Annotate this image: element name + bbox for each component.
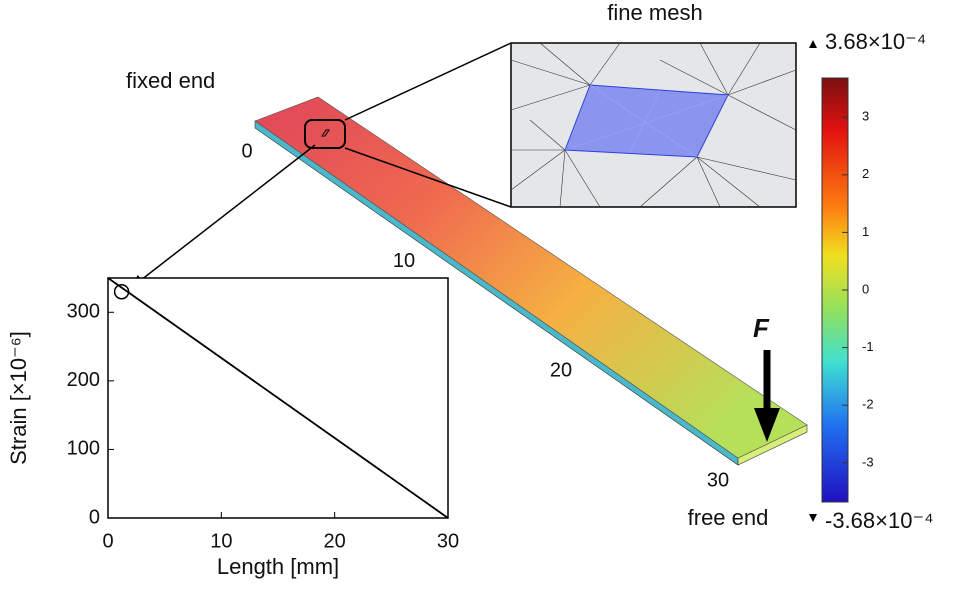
force-label: F [753, 313, 770, 343]
free-label: free end [688, 505, 769, 530]
beam [254, 96, 808, 466]
beam-tick-label: 10 [393, 250, 415, 272]
colorbar-tick-label: -2 [862, 397, 874, 412]
y-axis-label: Strain [×10⁻⁶] [6, 331, 31, 465]
x-tick-label: 10 [210, 530, 232, 552]
pointer-arrow [130, 144, 316, 288]
y-tick-label: 100 [67, 438, 100, 460]
y-tick-label: 0 [89, 506, 100, 528]
colorbar-tick-label: 0 [862, 281, 869, 296]
min-symbol [809, 514, 817, 522]
min-label: -3.68×10⁻⁴ [825, 508, 934, 533]
x-tick-label: 20 [324, 530, 346, 552]
colorbar-tick-label: -3 [862, 454, 874, 469]
beam-tick-label: 20 [550, 360, 572, 382]
beam-tick-label: 0 [241, 140, 252, 162]
colorbar-tick-label: 3 [862, 109, 869, 124]
x-tick-label: 30 [437, 530, 459, 552]
x-tick-label: 0 [102, 530, 113, 552]
strain-line [107, 277, 449, 519]
colorbar-tick-label: 1 [862, 224, 869, 239]
force-arrow [754, 350, 780, 442]
y-tick-label: 300 [67, 301, 100, 323]
max-symbol [809, 40, 817, 48]
y-tick-label: 200 [67, 369, 100, 391]
marker-circle [113, 283, 130, 300]
max-label: 3.68×10⁻⁴ [825, 29, 926, 54]
inset-title: fine mesh [607, 0, 702, 25]
colorbar-tick-label: 2 [862, 166, 869, 181]
mesh-inset [344, 42, 797, 208]
colorbar-tick-label: -1 [862, 339, 874, 354]
beam-tick-label: 30 [707, 469, 729, 491]
fixed-label: fixed end [126, 68, 215, 93]
x-axis-label: Length [mm] [217, 554, 339, 579]
